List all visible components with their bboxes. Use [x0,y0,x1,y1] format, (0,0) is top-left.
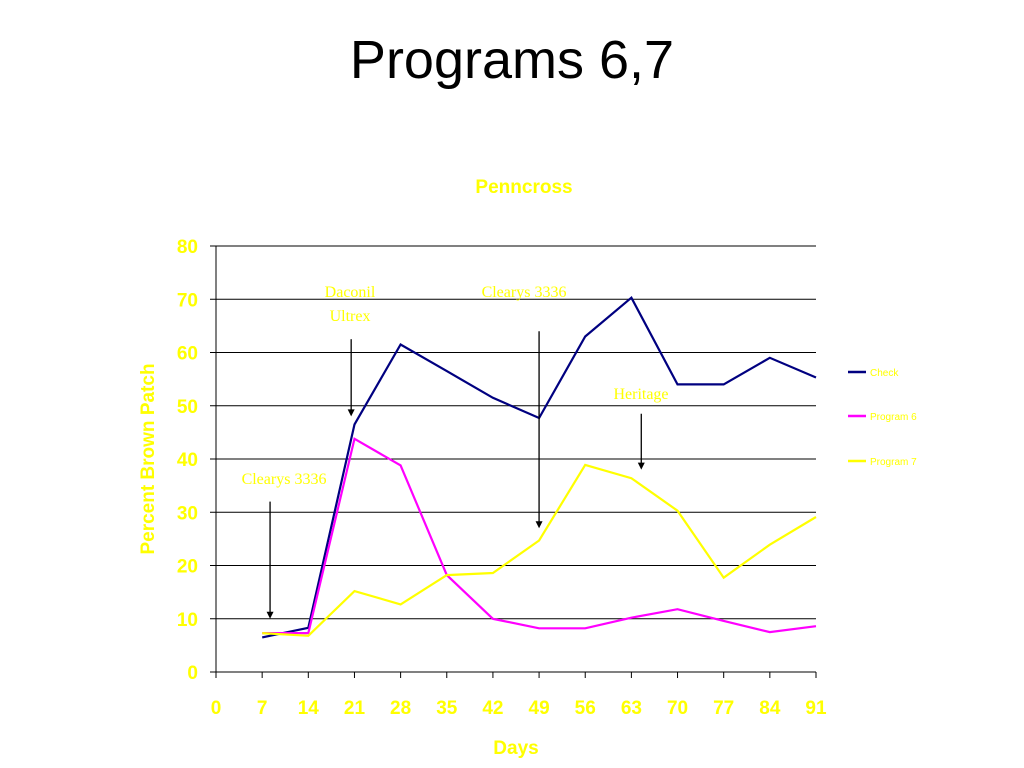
annotation-label: Daconil [325,284,376,301]
y-tick-label: 20 [177,557,198,578]
legend-label: Program 6 [870,412,917,423]
gridlines [216,245,816,620]
annotation-label: Clearys 3336 [482,284,567,301]
y-tick-label: 60 [177,344,198,365]
x-tick-label: 70 [667,698,688,719]
x-tick-label: 56 [575,698,596,719]
x-tick-label: 49 [529,698,550,719]
series-line-program-7 [262,463,817,637]
y-tick-label: 40 [177,450,198,471]
x-tick-label: 63 [621,698,642,719]
y-tick-label: 80 [177,237,198,258]
annotation-label: Heritage [613,386,668,403]
y-tick-label: 10 [177,610,198,631]
x-tick-label: 0 [211,698,222,719]
y-tick-label: 70 [177,290,198,311]
axes [210,245,817,678]
x-tick-label: 35 [436,698,458,719]
arrow-head-icon [347,409,355,417]
annotation-label: Clearys 3336 [242,471,327,488]
annotation-label: Ultrex [330,308,371,325]
x-tick-label: 77 [713,698,734,719]
series-line-program-6 [262,437,817,635]
y-axis-title: Percent Brown Patch [138,363,159,554]
x-tick-label: 21 [344,698,366,719]
annotations: Clearys 3336 Daconil Ultrex Clearys 3336 Her… [242,284,669,619]
legend-label: Check [870,368,899,379]
slide-title: Programs 6,7 [349,30,675,90]
x-tick-label: 42 [482,698,503,719]
arrow-head-icon [535,521,543,529]
arrow-head-icon [637,462,645,470]
y-tick-label: 30 [177,503,198,524]
x-tick-label: 28 [390,698,411,719]
x-tick-label: 7 [257,698,268,719]
y-tick-label: 50 [177,397,198,418]
legend-label: Program 7 [870,457,917,468]
chart-title: Penncross [475,177,572,198]
legend: Check Program 6 Program 7 [848,368,917,468]
x-tick-label: 84 [759,698,781,719]
tick-labels: 0 10 20 30 40 50 60 70 80 0 7 14 21 28 35 42 49 56 63 70 77 8… [177,237,827,719]
x-tick-label: 14 [298,698,320,719]
arrow-head-icon [266,611,274,619]
y-tick-label: 0 [187,663,198,684]
x-axis-title: Days [493,738,538,759]
x-tick-label: 91 [805,698,827,719]
